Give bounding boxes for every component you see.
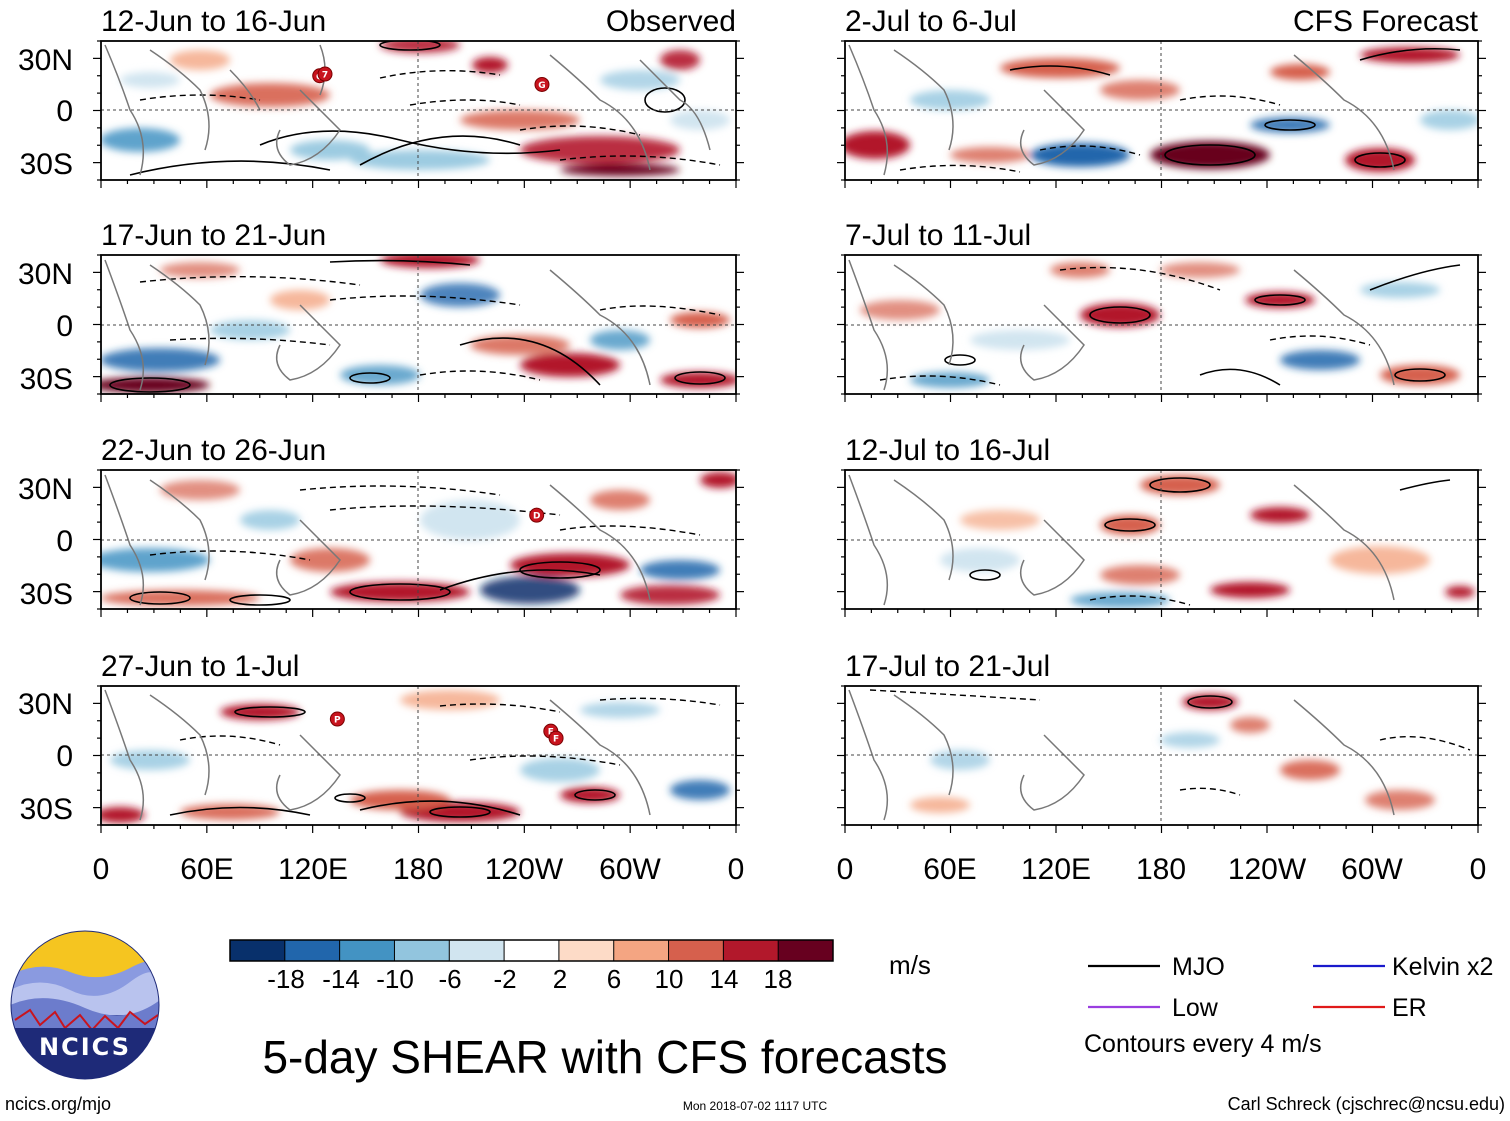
map-panel [100,685,737,826]
lon-label: 60W [599,853,661,886]
colorbar-tick-label: 14 [710,964,739,994]
legend-label: MJO [1172,953,1225,981]
panel-title: 12-Jun to 16-Jun [101,5,326,38]
colorbar-swatch [613,940,670,961]
storm-label: E [548,728,554,738]
lon-label: 120E [1021,853,1091,886]
map-panel [844,40,1479,181]
lat-label: 30S [20,148,73,181]
storm-label: 7 [322,71,328,81]
map-panel [100,40,737,181]
colorbar: -18 -14 -10 -6 -2 2 6 10 14 18 m/s [229,939,931,994]
colorbar-swatch [394,940,450,961]
lat-label: 30S [20,793,73,826]
credit: Carl Schreck (cjschrec@ncsu.edu) [1228,1094,1505,1114]
storm-marker: 7 [317,66,333,82]
storm-marker: D [529,507,545,523]
legend-label: ER [1392,994,1427,1022]
mjo-contours [129,41,686,176]
storm-marker: G [534,76,550,92]
panel-title: 17-Jul to 21-Jul [845,650,1050,683]
legend-label: Low [1172,994,1219,1022]
colorbar-swatch [558,940,615,961]
storm-label: P [334,716,341,726]
storm-marker: F [548,730,564,746]
panel-title: 17-Jun to 21-Jun [101,219,326,252]
colorbar-tick-label: -18 [267,964,305,994]
colorbar-swatch [284,940,341,961]
lat-label: 30N [18,688,73,721]
storm-label: D [533,512,540,522]
lon-label: 60W [1341,853,1403,886]
lon-label: 180 [1136,853,1186,886]
colorbar-swatch [449,940,505,961]
shear-field [101,41,730,176]
lat-label: 30S [20,578,73,611]
lon-label: 0 [93,853,110,886]
colorbar-tick-label: 10 [655,964,684,994]
colorbar-tick-label: 6 [607,964,621,994]
axis-ticks [93,40,1486,833]
colorbar-tick-label: -6 [438,964,461,994]
lon-label: 60E [180,853,233,886]
colorbar-unit: m/s [889,950,931,980]
lat-label: 30N [18,473,73,506]
panel-title: 12-Jul to 16-Jul [845,434,1050,467]
colorbar-tick-label: -14 [322,964,360,994]
panel-title: 7-Jul to 11-Jul [845,219,1031,252]
colorbar-frame [229,939,834,962]
lat-labels: 30N 0 30S 30N 0 30S 30N 0 30S 30N 0 30S [18,44,73,826]
lon-labels: 0 60E 120E 180 120W 60W 0 0 60E 120E 180… [93,853,1487,886]
lon-label: 0 [837,853,854,886]
observed-label: Observed [606,5,736,38]
colorbar-swatch [504,940,560,961]
lat-label: 0 [56,310,73,343]
colorbar-tick-label: 2 [553,964,567,994]
lon-label: 0 [1470,853,1487,886]
colorbar-swatch [668,940,724,961]
legend: MJO Kelvin x2 Low ER Contours every 4 m/… [1084,953,1493,1058]
website-link[interactable]: ncics.org/mjo [5,1094,111,1114]
lat-label: 30S [20,363,73,396]
storm-marker: P [329,711,345,727]
panel-title: 22-Jun to 26-Jun [101,434,326,467]
contour-note: Contours every 4 m/s [1084,1030,1322,1058]
lat-label: 30N [18,44,73,77]
lon-label: 120W [485,853,564,886]
legend-label: Kelvin x2 [1392,953,1493,981]
colorbar-swatch [230,940,286,961]
lat-label: 30N [18,258,73,291]
colorbar-tick-label: 18 [764,964,793,994]
colorbar-tick-label: -2 [493,964,516,994]
lon-label: 0 [728,853,745,886]
lat-label: 0 [56,740,73,773]
ncics-logo: NCICS [10,930,160,1080]
logo-text: NCICS [39,1033,131,1061]
lat-label: 0 [56,95,73,128]
coastline [104,44,711,176]
forecast-label: CFS Forecast [1293,5,1479,38]
colorbar-swatch [723,940,779,961]
storm-markers: G7GDPEF [312,66,564,746]
lon-label: 120E [278,853,348,886]
panel-title: 2-Jul to 6-Jul [845,5,1017,38]
map-panel [100,254,737,395]
colorbar-tick-label: -10 [376,964,414,994]
storm-label: F [553,735,559,745]
lon-label: 180 [393,853,443,886]
map-panel [844,685,1479,826]
map-panel [100,469,737,610]
map-panel [844,254,1479,395]
lon-label: 120W [1228,853,1307,886]
lat-label: 0 [56,525,73,558]
storm-label: G [538,81,545,91]
map-panel [844,469,1479,610]
panel-title: 27-Jun to 1-Jul [101,650,299,683]
timestamp: Mon 2018-07-02 1117 UTC [683,1099,828,1113]
lon-label: 60E [923,853,976,886]
colorbar-swatch [339,940,395,961]
colorbar-swatch [778,940,834,961]
figure-title: 5-day SHEAR with CFS forecasts [262,1031,947,1083]
